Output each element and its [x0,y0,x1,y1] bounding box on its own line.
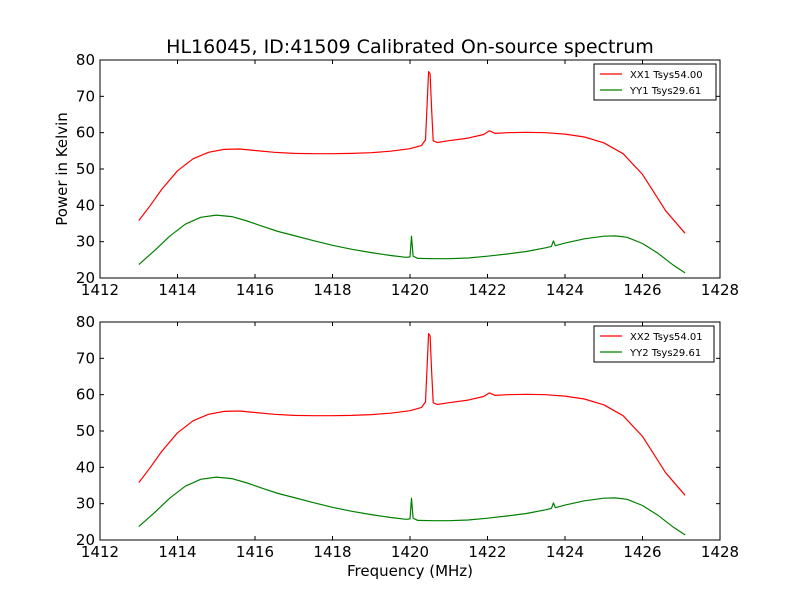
y-tick-label: 50 [76,422,95,440]
y-tick-label: 70 [76,87,95,105]
x-tick-label: 1416 [236,281,274,299]
x-tick-label: 1424 [546,543,584,561]
legend-label: XX2 Tsys54.01 [630,332,703,343]
y-tick-label: 30 [76,495,95,513]
y-tick-label: 60 [76,386,95,404]
top-panel: 1412 1414 1416 1418 1420 1422 1424 1426 1428 20 30… [76,51,739,299]
x-tick-label: 1428 [701,543,739,561]
y-tick-label: 80 [76,51,95,69]
legend: XX1 Tsys54.00 YY1 Tsys29.61 [593,63,717,101]
legend-box [593,325,715,363]
x-tick-label: 1418 [313,281,351,299]
x-tick-label: 1422 [468,543,506,561]
x-tick-label: 1420 [391,543,429,561]
chart-title: HL16045, ID:41509 Calibrated On-source s… [166,36,654,58]
y-axis-label: Power in Kelvin [53,112,71,226]
x-tick-label: 1412 [81,281,119,299]
y-tick-label: 80 [76,313,95,331]
y-tick-label: 50 [76,160,95,178]
x-tick-label: 1414 [158,543,196,561]
y-tick-label: 20 [76,269,95,287]
legend-label: YY1 Tsys29.61 [629,86,701,97]
x-tick-label: 1420 [391,281,429,299]
legend-label: XX1 Tsys54.00 [630,70,703,81]
series-line-xx2 [138,333,686,496]
x-tick-label: 1424 [546,281,584,299]
x-tick-label: 1416 [236,543,274,561]
x-tick-label: 1412 [81,543,119,561]
x-tick-label: 1426 [623,281,661,299]
x-tick-label: 1422 [468,281,506,299]
bottom-panel: 1412 1414 1416 1418 1420 1422 1424 1426 1428 20 30… [76,313,739,561]
legend-label: YY2 Tsys29.61 [629,348,701,359]
y-tick-label: 20 [76,531,95,549]
x-tick-label: 1414 [158,281,196,299]
legend-box [593,63,717,101]
y-tick-label: 60 [76,124,95,142]
series-line-yy2 [138,476,686,536]
y-tick-label: 40 [76,458,95,476]
legend: XX2 Tsys54.01 YY2 Tsys29.61 [593,325,715,363]
series-line-yy1 [138,214,686,274]
y-tick-label: 40 [76,196,95,214]
y-tick-label: 30 [76,233,95,251]
x-tick-label: 1426 [623,543,661,561]
x-tick-label: 1418 [313,543,351,561]
x-axis-label: Frequency (MHz) [347,562,473,580]
series-line-xx1 [138,70,686,234]
x-tick-label: 1428 [701,281,739,299]
y-tick-label: 70 [76,349,95,367]
